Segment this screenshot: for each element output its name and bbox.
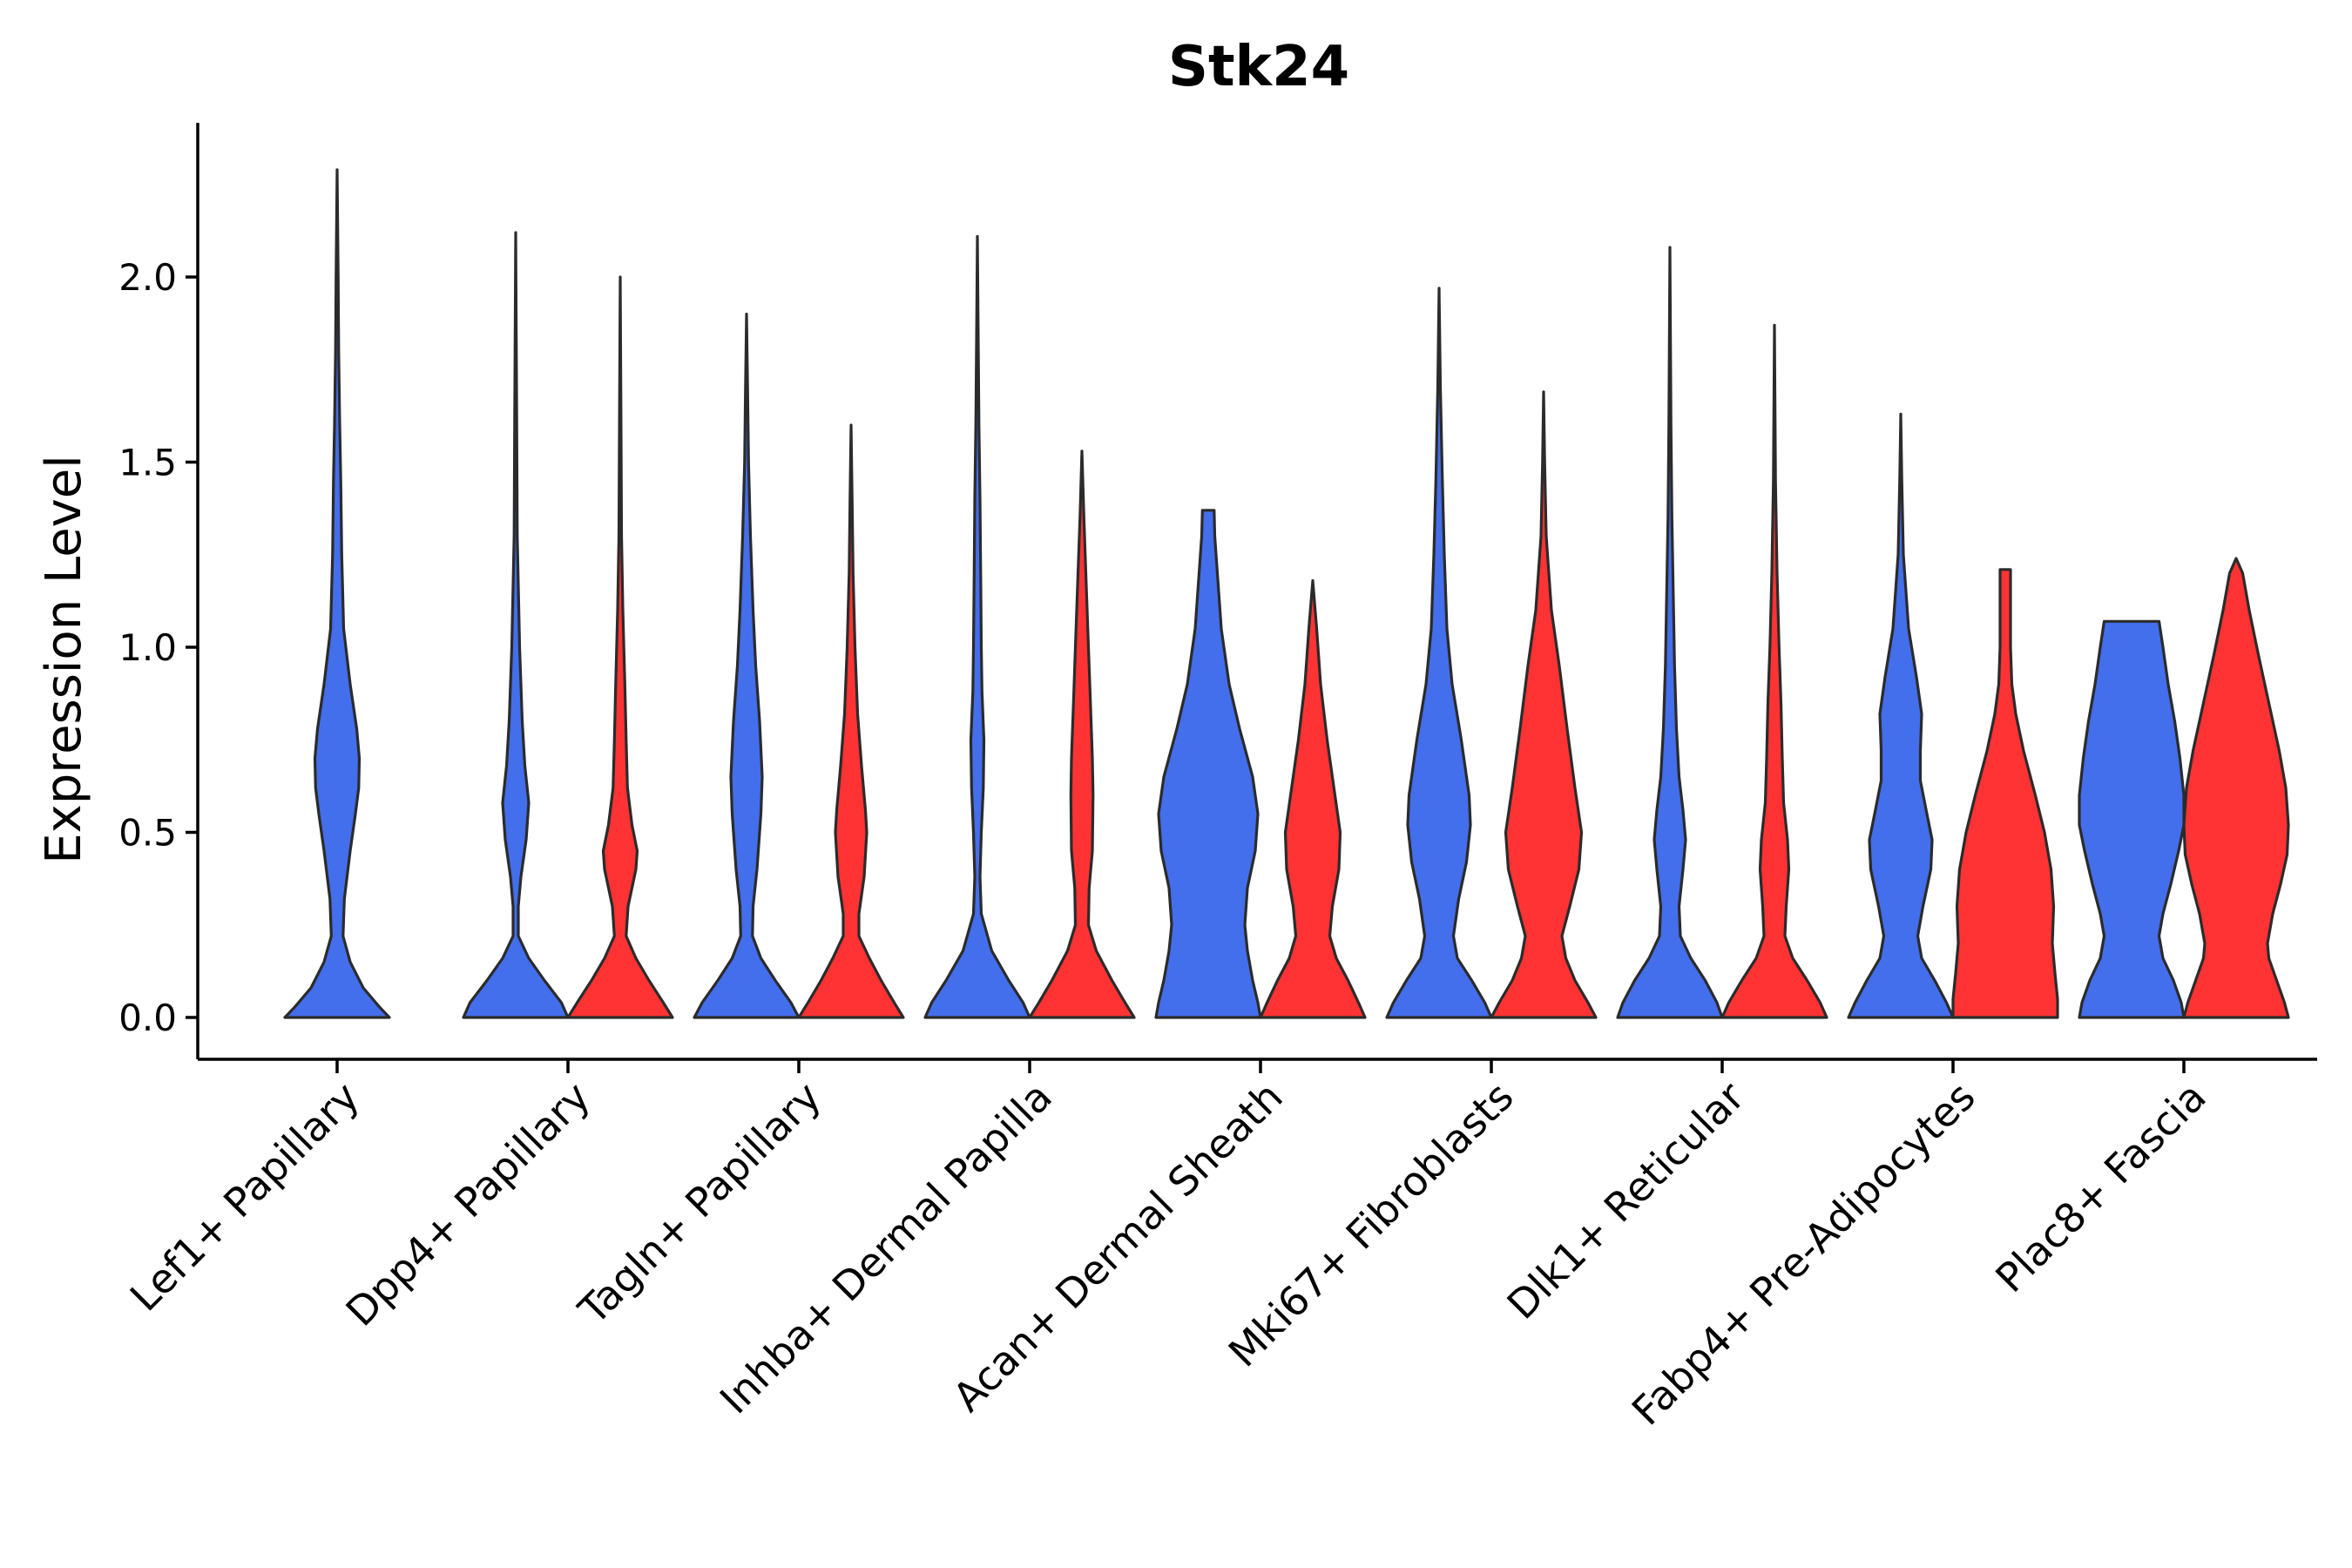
y-tick-label: 2.0	[118, 256, 177, 299]
violin-red	[1490, 390, 1598, 1019]
violin-blue	[1154, 509, 1262, 1019]
violin-blue	[1385, 287, 1493, 1019]
y-tick-label: 0.5	[118, 812, 177, 855]
violin-blue	[1847, 412, 1955, 1019]
violin-red	[797, 423, 905, 1019]
y-tick-label: 0.0	[118, 997, 177, 1039]
x-tick-label: Tagln+ Papillary	[569, 1073, 830, 1335]
violin-blue	[693, 312, 801, 1019]
violin-red	[2182, 557, 2290, 1019]
chart-title: Stk24	[1168, 35, 1349, 99]
y-tick-label: 1.0	[118, 626, 177, 669]
violin-red	[566, 275, 674, 1019]
violin-blue	[462, 231, 570, 1019]
violin-blue	[1616, 246, 1724, 1019]
y-ticks: 0.0 0.5 1.0 1.5 2.0	[118, 256, 198, 1039]
violin-red	[1028, 449, 1136, 1019]
violin-blue	[283, 168, 391, 1019]
x-tick-label: Plac8+ Fascia	[1986, 1073, 2214, 1301]
x-tick-label: Dlk1+ Reticular	[1498, 1073, 1754, 1328]
violin-layer	[283, 168, 2290, 1019]
axes	[196, 123, 2317, 1061]
violin-blue	[2078, 619, 2186, 1019]
y-axis-label: Expression Level	[36, 455, 92, 864]
x-tick-label: Lef1+ Papillary	[121, 1073, 368, 1321]
violin-blue	[923, 234, 1031, 1019]
x-tick-label: Dpp4+ Papillary	[337, 1073, 599, 1335]
violin-red	[1951, 568, 2059, 1019]
violin-red	[1720, 323, 1828, 1019]
y-tick-label: 1.5	[118, 442, 177, 484]
violin-red	[1259, 578, 1367, 1019]
